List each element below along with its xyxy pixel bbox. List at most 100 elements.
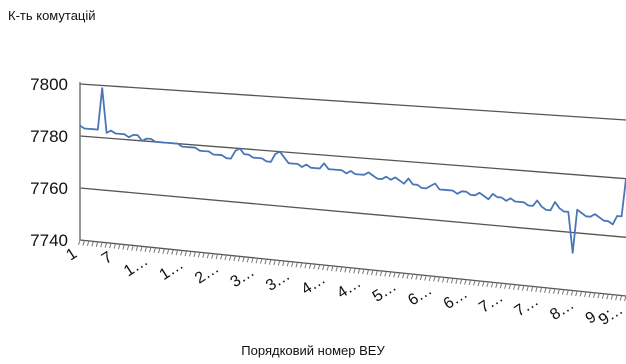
x-tick-mark [206,253,210,259]
x-tick-mark [486,281,489,288]
x-tick-mark [566,289,569,296]
x-tick-label: 1 [63,245,80,264]
x-tick-mark [397,272,401,278]
x-tick-mark [291,261,294,267]
x-tick-mark [135,245,139,252]
x-tick-mark [362,268,365,275]
x-tick-mark [131,245,134,251]
x-tick-mark [113,243,116,249]
x-tick-label: 8… [547,296,577,324]
x-tick-mark [100,242,103,248]
x-tick-mark [459,279,463,285]
x-tick-mark [78,239,81,246]
x-tick-mark [464,279,467,285]
x-tick-mark [339,266,343,273]
x-tick-mark [242,256,245,262]
x-tick-mark [237,256,241,262]
y-tick-label: 7760 [30,179,68,198]
x-tick-mark [171,249,174,255]
x-tick-label: 6… [405,282,435,310]
x-tick-mark [424,275,427,281]
x-tick-mark [251,257,254,263]
x-tick-mark [202,252,205,258]
x-tick-mark [144,246,148,252]
x-tick-label: 6… [441,285,471,313]
x-tick-label: 3… [263,267,293,295]
x-tick-mark [117,243,121,250]
x-tick-mark [184,250,188,257]
x-tick-mark [402,273,405,279]
x-tick-mark [584,291,587,298]
x-tick-mark [410,274,414,280]
x-tick-mark [215,253,219,260]
y-tick-label: 7740 [30,231,68,250]
x-tick-mark [91,241,94,247]
x-tick-mark [95,241,99,247]
series-line [79,87,626,254]
x-tick-mark [393,272,396,278]
x-tick-mark [273,259,276,266]
x-tick-mark [433,276,436,282]
x-tick-mark [353,268,356,274]
x-tick-mark [255,258,259,264]
x-tick-mark [477,280,480,287]
x-tick-mark [495,282,498,288]
x-tick-mark [473,280,476,286]
x-tick-mark [188,251,192,257]
gridline [79,187,626,238]
x-tick-mark [619,295,623,301]
x-tick-mark [384,271,387,277]
x-tick-mark [526,285,529,292]
x-tick-mark [406,273,409,279]
x-tick-mark [419,274,423,281]
x-tick-mark [299,262,303,268]
x-tick-mark [592,292,596,298]
x-tick-mark [490,282,494,288]
x-tick-label: 7… [476,289,506,317]
x-tick-mark [197,252,201,258]
x-tick-label: 7 [99,249,116,268]
x-tick-mark [379,270,383,277]
x-tick-mark [450,278,454,284]
x-tick-label: 4… [334,274,364,302]
x-tick-mark [366,269,370,275]
x-tick-mark [153,247,156,253]
x-tick-mark [415,274,418,280]
x-tick-mark [233,255,236,262]
x-tick-mark [388,271,392,278]
x-tick-mark [561,289,565,295]
x-tick-mark [175,249,179,256]
gridline [79,239,626,297]
x-tick-mark [211,253,214,259]
x-tick-mark [348,267,352,273]
x-tick-label: 3… [228,263,258,291]
x-tick-mark [86,240,90,247]
x-tick-mark [570,290,574,296]
x-tick-mark [331,265,334,272]
x-tick-mark [260,258,263,264]
x-tick-label: 1… [121,252,151,280]
x-tick-mark [504,283,507,289]
x-tick-mark [126,244,130,251]
x-tick-mark [544,287,547,293]
x-tick-mark [344,267,347,273]
x-tick-mark [220,254,223,260]
x-tick-mark [317,264,321,270]
x-tick-mark [322,264,325,271]
y-tick-label: 7780 [30,127,68,146]
x-tick-mark [149,247,152,253]
x-tick-mark [446,277,449,283]
x-tick-mark [109,243,112,249]
x-tick-mark [162,248,165,254]
x-tick-mark [326,265,330,271]
x-tick-mark [264,258,267,265]
x-tick-mark [357,268,361,274]
x-tick-label: 2… [192,260,222,288]
x-tick-mark [455,278,458,284]
x-tick-mark [224,254,227,261]
x-tick-mark [335,266,338,272]
x-tick-mark [499,283,503,289]
x-tick-mark [557,289,560,295]
x-tick-mark [552,288,556,294]
